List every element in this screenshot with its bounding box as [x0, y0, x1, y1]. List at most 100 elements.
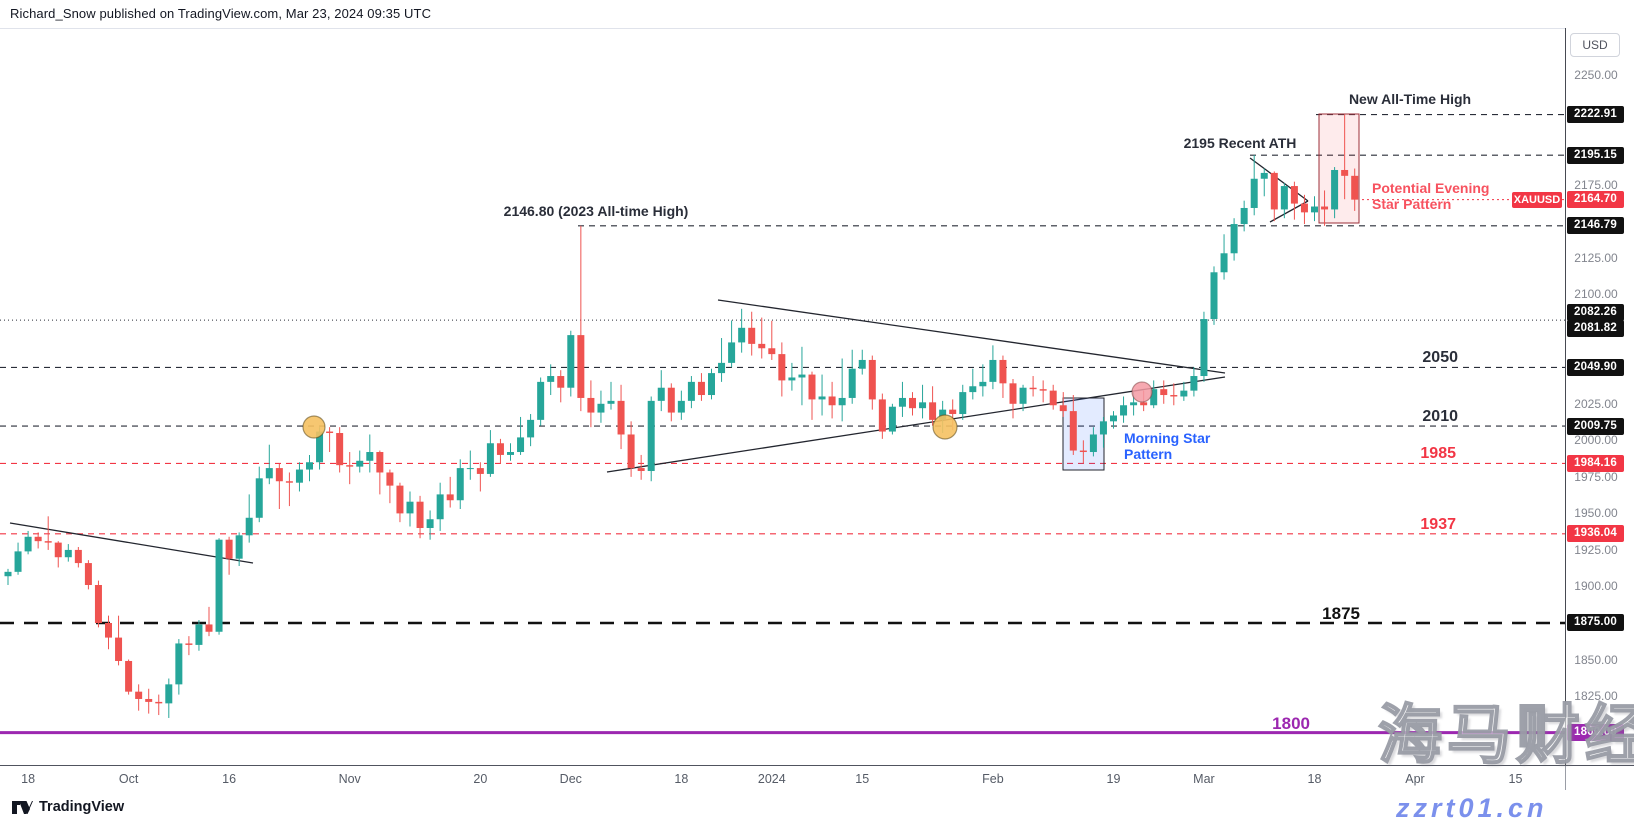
candle-body — [105, 622, 112, 638]
candle-body — [1069, 411, 1077, 451]
time-label-16: 16 — [222, 772, 237, 786]
price-badge-1800: 1800.00 — [1567, 724, 1624, 742]
annotation-text: Potential Evening Star Pattern — [1372, 180, 1490, 212]
candle-body — [1099, 421, 1107, 435]
candle-body — [376, 452, 384, 473]
candle-body — [1321, 206, 1329, 210]
candle-body — [949, 409, 957, 415]
time-label-Dec: Dec — [559, 772, 582, 786]
level-label-1985: 1985 — [1420, 445, 1456, 463]
axis-corner-stub — [1565, 766, 1566, 790]
candle-body — [1331, 169, 1339, 210]
currency-toggle-button[interactable]: USD — [1570, 33, 1620, 57]
candle-body — [1049, 390, 1057, 406]
time-label-Feb: Feb — [982, 772, 1004, 786]
price-tick: 2175.00 — [1574, 177, 1618, 192]
candle-body — [667, 387, 675, 413]
price-tick: 2250.00 — [1574, 68, 1618, 82]
price-badge-2009.75: 2009.75 — [1567, 417, 1624, 435]
level-label-1875: 1875 — [1322, 603, 1360, 623]
candle-body — [909, 397, 916, 409]
candle-body — [1190, 376, 1198, 391]
candle-body — [1170, 395, 1178, 397]
price-badge-1984.16: 1984.16 — [1567, 454, 1624, 472]
candle-body — [1220, 253, 1228, 273]
candle-body — [677, 400, 685, 413]
candle-body — [416, 501, 424, 529]
tradingview-logo-icon — [12, 800, 33, 814]
highlight-circle-3 — [1131, 381, 1153, 403]
candle-body — [1210, 272, 1218, 320]
annotation-text: 2146.80 (2023 All-time High) — [503, 203, 689, 219]
candle-body — [999, 359, 1007, 384]
plot-top-border — [0, 28, 1565, 29]
candle-body — [979, 381, 987, 387]
candle-body — [235, 535, 243, 559]
candle-body — [165, 684, 173, 704]
candle-body — [587, 397, 595, 413]
trendline-4 — [1249, 157, 1309, 202]
time-label-18: 18 — [1307, 772, 1322, 786]
price-badge-2146.79: 2146.79 — [1567, 217, 1624, 235]
price-tick: 2000.00 — [1574, 433, 1618, 448]
candle-body — [195, 624, 203, 645]
candle-body — [858, 359, 866, 369]
candle-body — [1019, 387, 1027, 404]
candle-body — [496, 443, 504, 455]
price-badge-1875: 1875.00 — [1567, 614, 1624, 632]
candle-body — [647, 400, 655, 472]
candle-body — [14, 551, 22, 572]
evening-star-box — [1318, 113, 1360, 224]
candle-body — [1290, 186, 1298, 204]
price-tick: 1900.00 — [1574, 579, 1618, 594]
candle-body — [64, 549, 72, 558]
time-label-20: 20 — [473, 772, 488, 786]
level-label-2050: 2050 — [1422, 349, 1458, 367]
price-badge-2222.91: 2222.91 — [1567, 106, 1624, 124]
price-badge-2049.9: 2049.90 — [1567, 358, 1624, 376]
candle-body — [1230, 224, 1238, 254]
candle-body — [316, 431, 324, 463]
tradingview-logo[interactable]: TradingView — [12, 799, 124, 815]
candle-body — [708, 373, 715, 396]
candle-body — [969, 386, 977, 393]
price-tick: 1925.00 — [1574, 542, 1618, 557]
candle-body — [517, 437, 525, 453]
candle-body — [617, 400, 625, 435]
candle-body — [255, 478, 263, 518]
annotation-text: 2195 Recent ATH — [1183, 135, 1297, 151]
candle-body — [1200, 319, 1208, 377]
time-label-18: 18 — [21, 772, 36, 786]
candle-body — [888, 406, 896, 432]
candle-body — [718, 362, 726, 374]
candle-body — [878, 399, 886, 432]
time-axis[interactable]: 18 Oct 16 Nov 20 Dec 18 2024 15 Feb 19 Mar 18 Apr 15 — [0, 765, 1634, 792]
candle-body — [929, 402, 937, 420]
candle-body — [1311, 206, 1318, 213]
candle-body — [1089, 434, 1097, 453]
price-tick: 2125.00 — [1574, 250, 1618, 265]
candle-body — [1140, 402, 1148, 406]
time-label-Mar: Mar — [1193, 772, 1215, 786]
candle-body — [1009, 383, 1017, 404]
candle-body — [175, 643, 183, 685]
candle-body — [1110, 415, 1117, 422]
candle-body — [396, 485, 404, 514]
candle-body — [125, 660, 133, 692]
price-axis[interactable]: USD 2250.00 2175.00 2125.00 2100.00 2025.00 2… — [1565, 28, 1634, 765]
candle-body — [185, 643, 193, 645]
annotation-text: Morning Star Pattern — [1124, 430, 1211, 462]
candle-body — [1029, 387, 1037, 390]
candle-body — [788, 377, 796, 381]
candle-body — [54, 542, 62, 558]
price-tick: 1950.00 — [1574, 506, 1618, 521]
candle-body — [547, 376, 555, 382]
candle-body — [1120, 405, 1128, 416]
candle-body — [326, 431, 334, 434]
price-tick: 1850.00 — [1574, 652, 1618, 667]
candle-body — [748, 327, 756, 344]
candle-body — [657, 387, 665, 401]
candle-body — [366, 452, 374, 461]
time-label-2024: 2024 — [757, 772, 786, 786]
